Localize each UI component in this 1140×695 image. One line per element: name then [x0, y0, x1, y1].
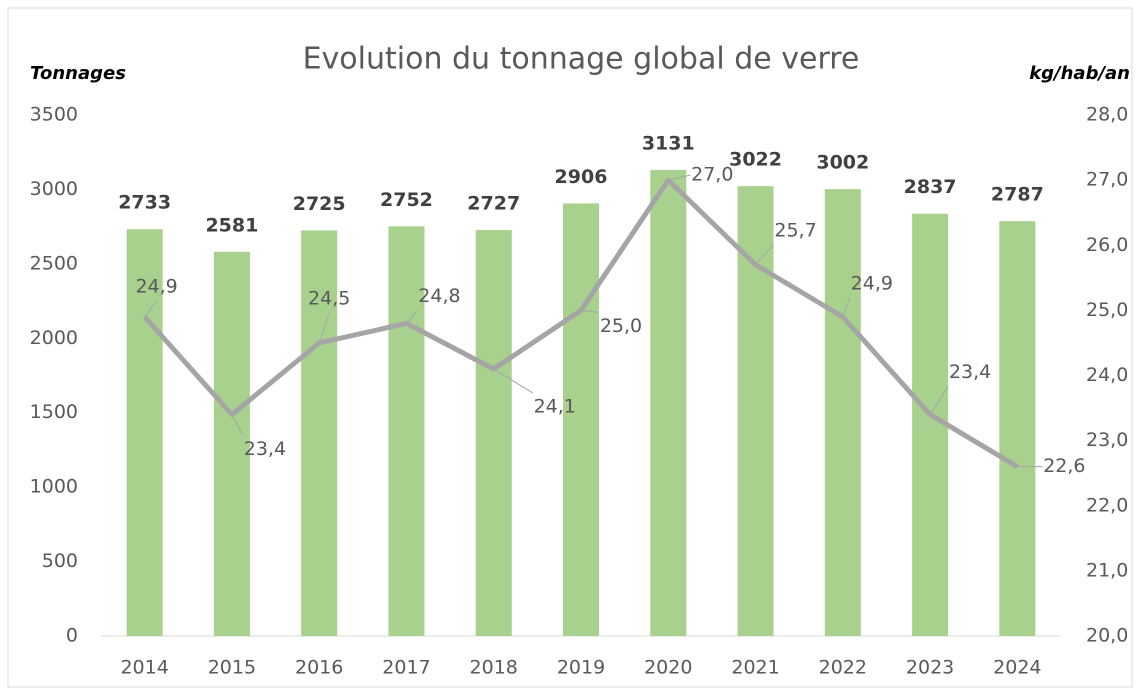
bar-value-label: 2906	[555, 166, 608, 188]
y2-tick-label: 26,0	[1086, 234, 1128, 256]
bar	[475, 230, 512, 636]
bar-value-label: 3131	[642, 132, 695, 154]
leader-line	[668, 174, 691, 181]
bar-value-label: 3022	[729, 149, 782, 171]
bar-value-label: 2787	[991, 184, 1044, 206]
bar	[912, 213, 949, 636]
y2-tick-label: 22,0	[1086, 494, 1128, 516]
line-value-label: 22,6	[1043, 455, 1085, 477]
x-tick-label: 2016	[295, 657, 343, 679]
leader-line	[755, 244, 774, 266]
bar	[388, 226, 425, 636]
bar-value-label: 2727	[467, 193, 520, 215]
leader-line	[318, 312, 330, 344]
x-tick-label: 2023	[906, 657, 954, 679]
line-value-label: 25,7	[774, 219, 816, 241]
line-value-label: 23,4	[949, 361, 991, 383]
bar	[301, 230, 338, 636]
y-tick-label: 3000	[30, 178, 78, 200]
bar-value-label: 2733	[118, 192, 171, 214]
x-tick-label: 2020	[644, 657, 692, 679]
bar	[650, 169, 687, 636]
y2-tick-label: 21,0	[1086, 559, 1128, 581]
x-tick-label: 2014	[120, 657, 168, 679]
line-value-label: 24,9	[851, 272, 893, 294]
bar-value-label: 2837	[904, 176, 957, 198]
y-tick-label: 2500	[30, 252, 78, 274]
line-value-label: 25,0	[600, 315, 642, 337]
bar	[999, 221, 1036, 637]
bar-value-label: 2752	[380, 189, 433, 211]
leader-line	[929, 386, 949, 415]
chart-title: Evolution du tonnage global de verre	[303, 42, 860, 77]
y2-tick-label: 28,0	[1086, 104, 1128, 126]
y2-tick-label: 25,0	[1086, 299, 1128, 321]
x-tick-label: 2017	[382, 657, 430, 679]
bar-value-label: 2581	[205, 214, 258, 236]
y2-tick-label: 23,0	[1086, 429, 1128, 451]
x-tick-label: 2018	[470, 657, 518, 679]
y-tick-label: 1500	[30, 401, 78, 423]
y2-axis-label: kg/hab/an	[1029, 63, 1130, 84]
y-tick-label: 1000	[30, 476, 78, 498]
x-tick-label: 2021	[731, 657, 779, 679]
leader-line	[493, 368, 533, 394]
x-tick-label: 2024	[993, 657, 1041, 679]
x-tick-label: 2019	[557, 657, 605, 679]
y-tick-label: 2000	[30, 327, 78, 349]
line-value-label: 27,0	[691, 164, 733, 186]
bar	[737, 186, 774, 636]
bar	[213, 251, 250, 636]
y-tick-label: 3500	[30, 104, 78, 126]
leader-line	[406, 310, 418, 324]
bar-value-label: 2725	[293, 193, 346, 215]
line-value-label: 24,8	[418, 285, 460, 307]
y2-tick-label: 27,0	[1086, 169, 1128, 191]
bar	[126, 229, 163, 636]
line-value-label: 24,9	[135, 275, 177, 297]
x-tick-label: 2022	[819, 657, 867, 679]
bar-value-label: 3002	[816, 152, 869, 174]
leader-line	[580, 309, 600, 313]
y-tick-label: 500	[42, 550, 78, 572]
y2-tick-label: 24,0	[1086, 364, 1128, 386]
line-value-label: 24,5	[308, 287, 350, 309]
leader-line	[144, 300, 158, 318]
bar	[563, 203, 599, 636]
x-tick-label: 2015	[208, 657, 256, 679]
bar	[824, 189, 861, 636]
line-value-label: 23,4	[244, 438, 286, 460]
y-axis-label: Tonnages	[30, 63, 126, 84]
leader-line	[842, 297, 851, 318]
line-value-label: 24,1	[534, 395, 576, 417]
y2-tick-label: 20,0	[1086, 625, 1128, 647]
leader-line	[231, 414, 244, 436]
y-tick-label: 0	[66, 625, 78, 647]
